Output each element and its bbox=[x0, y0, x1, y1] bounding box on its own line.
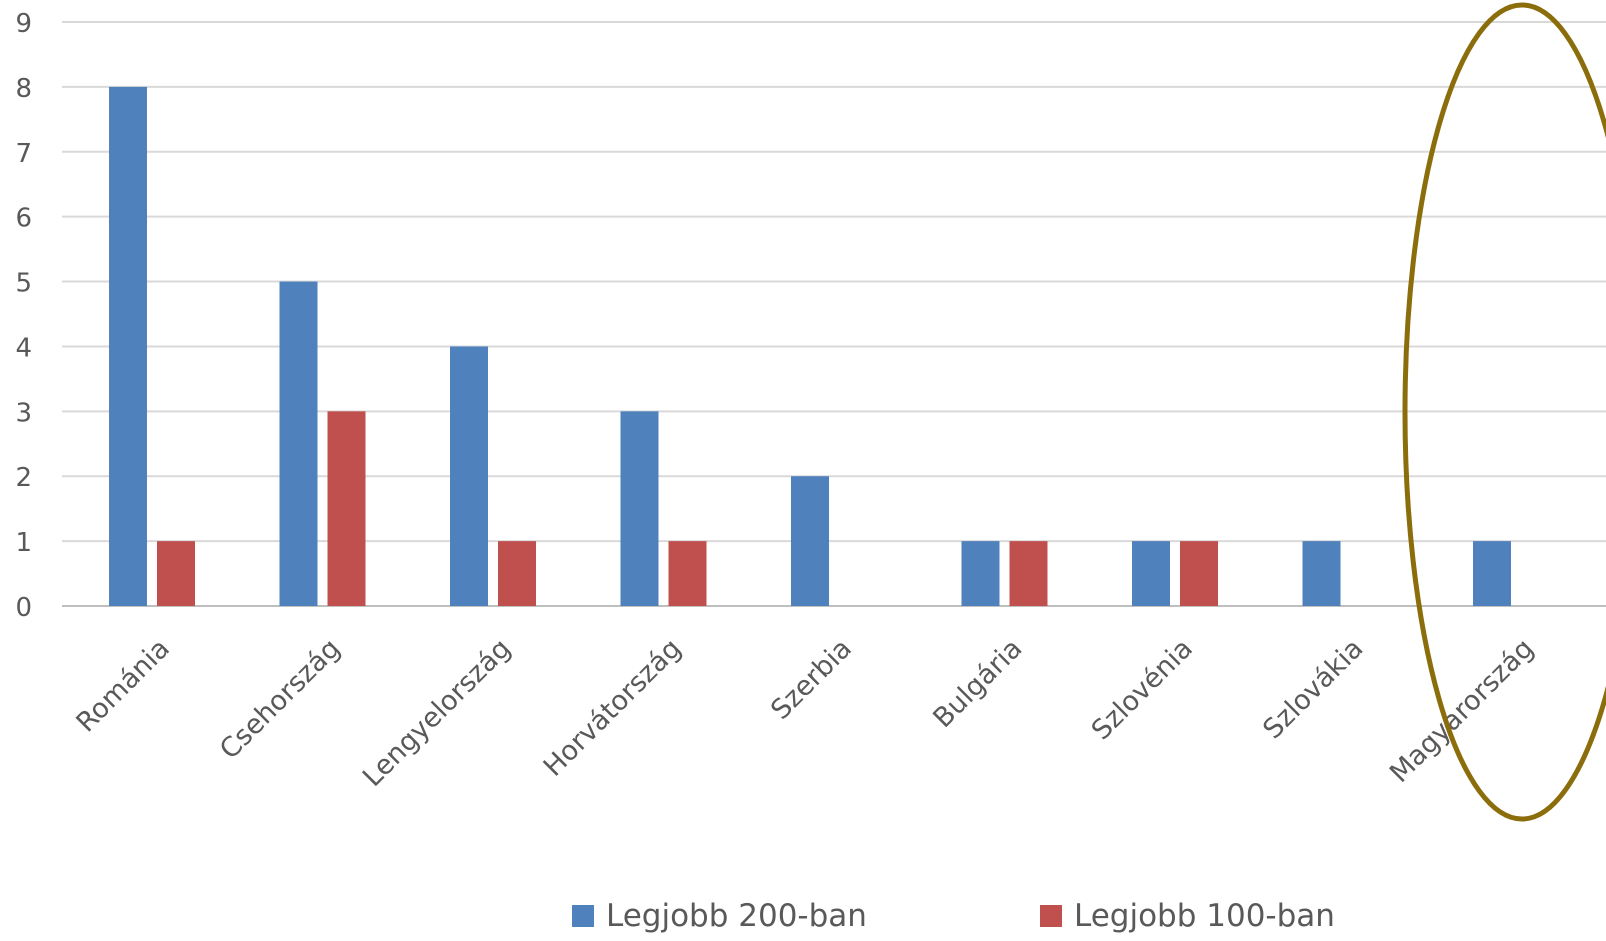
x-tick-label: Szlovénia bbox=[1086, 633, 1199, 746]
y-tick-label: 2 bbox=[15, 463, 32, 493]
y-tick-label: 1 bbox=[15, 528, 32, 558]
y-tick-label: 5 bbox=[15, 269, 32, 299]
bar-top100 bbox=[327, 411, 366, 606]
x-tick-label: Horvátország bbox=[538, 633, 688, 783]
legend-label: Legjobb 200-ban bbox=[606, 898, 867, 934]
y-tick-label: 0 bbox=[15, 593, 32, 623]
x-tick-label: Szerbia bbox=[765, 633, 858, 726]
highlight-ellipse bbox=[1402, 2, 1606, 822]
y-tick-label: 3 bbox=[15, 398, 32, 428]
y-axis: 0 1 2 3 4 5 6 7 8 9 bbox=[15, 9, 32, 623]
bar-top100 bbox=[498, 541, 536, 606]
bar-top200 bbox=[620, 411, 659, 606]
bar-top100 bbox=[668, 541, 707, 606]
legend-swatch bbox=[572, 905, 594, 927]
bar-top100 bbox=[157, 541, 195, 606]
bar-top100 bbox=[1009, 541, 1048, 606]
x-tick-label: Bulgária bbox=[927, 633, 1028, 734]
bar-top200 bbox=[791, 476, 829, 606]
x-tick-label: Románia bbox=[71, 633, 176, 738]
legend: Legjobb 200-ban Legjobb 100-ban bbox=[572, 898, 1335, 934]
legend-swatch bbox=[1040, 905, 1062, 927]
x-tick-label: Csehország bbox=[214, 633, 346, 765]
highlight bbox=[1402, 2, 1606, 822]
bar-top200 bbox=[961, 541, 1000, 606]
bar-top200 bbox=[1473, 541, 1511, 606]
y-tick-label: 7 bbox=[15, 139, 32, 169]
legend-label: Legjobb 100-ban bbox=[1074, 898, 1335, 934]
bar-top200 bbox=[279, 281, 318, 606]
y-tick-label: 6 bbox=[15, 204, 32, 234]
y-tick-label: 8 bbox=[15, 74, 32, 104]
bar-top200 bbox=[450, 346, 488, 606]
bars bbox=[109, 86, 1511, 606]
y-tick-label: 4 bbox=[15, 333, 32, 363]
bar-top200 bbox=[1302, 541, 1341, 606]
bar-top200 bbox=[109, 86, 147, 606]
y-tick-label: 9 bbox=[15, 9, 32, 39]
gridlines bbox=[62, 21, 1606, 607]
bar-top200 bbox=[1132, 541, 1170, 606]
x-tick-label: Lengyelország bbox=[357, 633, 517, 793]
x-tick-label: Szlovákia bbox=[1257, 633, 1369, 745]
x-axis: Románia Csehország Lengyelország Horvátorsz… bbox=[71, 633, 1540, 793]
bar-top100 bbox=[1180, 541, 1218, 606]
